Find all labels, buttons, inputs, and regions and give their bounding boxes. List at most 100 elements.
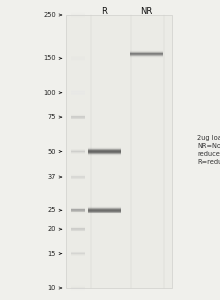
Bar [71,231,85,232]
Bar [71,174,85,176]
Bar [71,151,85,152]
Bar [71,209,85,211]
Text: 25: 25 [48,207,56,213]
Bar [66,15,172,288]
Bar [71,227,85,229]
Bar [71,285,85,286]
Bar [71,15,85,16]
Bar [71,230,85,232]
Text: 37: 37 [48,174,56,180]
Bar [71,211,85,213]
Bar [71,118,85,119]
Bar [71,152,85,154]
Bar [71,116,85,118]
Bar [130,54,163,57]
Bar [71,149,85,151]
Bar [71,176,85,177]
Bar [71,228,85,230]
Bar [71,209,85,211]
Bar [71,92,85,94]
Bar [71,286,85,288]
Bar [71,286,85,288]
Bar [88,155,121,157]
Bar [71,12,85,14]
Bar [71,289,85,291]
Bar [130,47,163,50]
Text: 2ug loading
NR=Non-
reduced
R=reduced: 2ug loading NR=Non- reduced R=reduced [197,135,220,165]
Text: 50: 50 [48,148,56,154]
Bar [71,118,85,120]
Bar [71,58,85,59]
Bar [71,175,85,177]
Bar [71,253,85,254]
Bar [88,148,121,150]
Bar [71,60,85,62]
Text: 10: 10 [48,285,56,291]
Bar [71,212,85,214]
Bar [71,55,85,57]
Bar [71,14,85,16]
Bar [71,251,85,253]
Bar [71,250,85,252]
Bar [88,145,121,147]
Bar [88,149,121,152]
Bar [71,229,85,231]
Bar [71,226,85,227]
Bar [71,94,85,96]
Bar [130,49,163,52]
Bar [71,91,85,92]
Bar [71,251,85,253]
Bar [71,57,85,58]
Bar [71,59,85,60]
Bar [71,177,85,178]
Bar [71,178,85,180]
Bar [71,252,85,254]
Bar [88,151,121,154]
Bar [71,13,85,15]
Bar [71,174,85,176]
Text: 20: 20 [48,226,56,232]
Bar [71,228,85,230]
Text: 250: 250 [43,12,56,18]
Bar [130,50,163,52]
Bar [88,206,121,209]
Bar [71,178,85,179]
Bar [71,254,85,255]
Bar [71,17,85,18]
Bar [71,93,85,95]
Bar [88,146,121,149]
Bar [71,290,85,291]
Bar [88,211,121,213]
Bar [71,56,85,57]
Bar [71,14,85,15]
Bar [88,213,121,216]
Bar [88,153,121,155]
Bar [88,204,121,207]
Bar [71,92,85,94]
Bar [71,59,85,61]
Bar [71,153,85,155]
Bar [71,152,85,154]
Bar [88,205,121,208]
Bar [71,179,85,180]
Bar [71,208,85,209]
Bar [71,255,85,257]
Bar [71,12,85,13]
Bar [71,148,85,150]
Bar [88,207,121,210]
Bar [130,55,163,58]
Text: 100: 100 [44,90,56,96]
Bar [71,15,85,17]
Bar [88,212,121,214]
Bar [71,114,85,116]
Bar [71,58,85,60]
Bar [88,203,121,206]
Bar [130,57,163,60]
Bar [71,210,85,212]
Bar [88,146,121,148]
Bar [71,230,85,231]
Bar [88,212,121,215]
Bar [71,94,85,95]
Bar [130,52,163,54]
Bar [130,48,163,51]
